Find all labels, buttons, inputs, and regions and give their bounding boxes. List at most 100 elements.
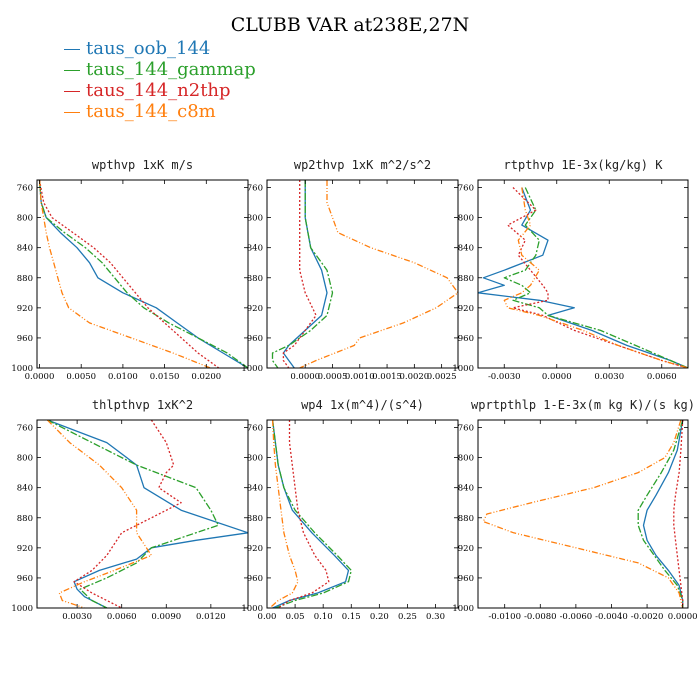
legend-entry: taus_144_gammap — [64, 59, 256, 80]
y-tick-label: 880 — [247, 514, 263, 524]
x-tick-label: 0.0025 — [427, 372, 457, 382]
y-tick-label: 840 — [17, 484, 33, 494]
series-line — [271, 420, 350, 608]
x-tick-label: 0.0000 — [542, 372, 572, 382]
y-tick-label: 920 — [17, 304, 33, 314]
chart-title: thlpthvp 1xK^2 — [92, 398, 193, 412]
series-line — [46, 420, 153, 608]
y-tick-label: 960 — [247, 334, 263, 344]
series-line — [673, 420, 684, 608]
y-tick-label: 800 — [17, 214, 33, 224]
legend-swatch — [64, 90, 80, 92]
y-tick-label: 800 — [247, 214, 263, 224]
legend-entry: taus_144_c8m — [64, 101, 256, 122]
legend-label: taus_144_n2thp — [86, 80, 231, 101]
series-line — [38, 180, 248, 368]
legend-swatch — [64, 48, 80, 50]
x-tick-label: 0.0100 — [108, 372, 138, 382]
series-line — [269, 420, 299, 608]
y-tick-label: 1000 — [11, 364, 33, 374]
series-line — [503, 187, 688, 368]
x-tick-label: 0.15 — [342, 612, 361, 622]
y-tick-label: 960 — [247, 574, 263, 584]
y-tick-label: 840 — [17, 244, 33, 254]
series-line — [478, 187, 688, 368]
legend-label: taus_144_gammap — [86, 59, 256, 80]
chart-panel: wprtpthlp 1-E-3x(m kg K)/(s kg) 760 800 840… — [452, 398, 697, 622]
series-line — [503, 187, 688, 368]
y-tick-label: 840 — [247, 484, 263, 494]
figure-title: CLUBB VAR at238E,27N — [230, 14, 470, 36]
y-tick-label: 920 — [247, 544, 263, 554]
legend-entry: taus_144_n2thp — [64, 80, 256, 101]
chart-panel: thlpthvp 1xK^2 760 800 840 880 920 960 1000 0.00… — [11, 398, 249, 622]
x-tick-label: 0.0060 — [107, 612, 137, 622]
y-tick-label: 760 — [17, 424, 33, 434]
x-tick-label: 0.0015 — [372, 372, 402, 382]
y-tick-label: 760 — [458, 424, 474, 434]
series-line — [277, 420, 330, 608]
plot-frame — [36, 419, 249, 609]
series-line — [271, 180, 334, 368]
chart-panel: rtpthvp 1E-3x(kg/kg) K 760 800 840 880 920 960… — [452, 158, 689, 382]
y-tick-label: 920 — [458, 544, 474, 554]
y-tick-label: 920 — [458, 304, 474, 314]
x-tick-label: 0.00 — [258, 612, 277, 622]
x-tick-label: 0.0000 — [668, 612, 698, 622]
x-tick-label: 0.05 — [286, 612, 305, 622]
legend-label: taus_144_c8m — [86, 101, 216, 122]
y-tick-label: 880 — [17, 514, 33, 524]
x-tick-label: 0.0000 — [25, 372, 55, 382]
series-line — [38, 180, 211, 368]
y-tick-label: 880 — [458, 274, 474, 284]
x-tick-label: -0.0060 — [560, 612, 593, 622]
series-line — [38, 180, 248, 368]
y-tick-label: 840 — [247, 244, 263, 254]
chart-title: wp2thvp 1xK m^2/s^2 — [294, 158, 431, 172]
series-line — [271, 420, 352, 608]
y-tick-label: 960 — [17, 334, 33, 344]
x-tick-label: 0.0005 — [318, 372, 348, 382]
x-tick-label: 0.0000 — [290, 372, 320, 382]
y-tick-label: 760 — [17, 184, 33, 194]
x-tick-label: 0.0030 — [594, 372, 624, 382]
series-line — [38, 180, 220, 368]
y-tick-label: 840 — [458, 244, 474, 254]
series-line — [637, 420, 684, 608]
y-tick-label: 760 — [458, 184, 474, 194]
x-tick-label: 0.30 — [426, 612, 445, 622]
legend: taus_oob_144 taus_144_gammap taus_144_n2… — [64, 38, 256, 122]
series-line — [299, 180, 458, 368]
plot-frame — [477, 419, 689, 609]
y-tick-label: 1000 — [452, 604, 474, 614]
series-line — [642, 420, 684, 608]
y-tick-label: 920 — [17, 544, 33, 554]
x-tick-label: -0.0020 — [631, 612, 664, 622]
y-tick-label: 960 — [17, 574, 33, 584]
x-tick-label: 0.0120 — [196, 612, 226, 622]
chart-panel: wpthvp 1xK m/s 760 800 840 880 920 960 10000.00… — [11, 158, 249, 382]
x-tick-label: 0.0200 — [191, 372, 221, 382]
x-tick-label: -0.0030 — [488, 372, 521, 382]
series-line — [47, 420, 219, 608]
plot-frame — [266, 179, 459, 369]
y-tick-label: 1000 — [11, 604, 33, 614]
y-tick-label: 880 — [17, 274, 33, 284]
x-tick-label: 0.25 — [398, 612, 417, 622]
x-tick-label: -0.0040 — [595, 612, 628, 622]
y-tick-label: 1000 — [241, 364, 263, 374]
chart-title: wpthvp 1xK m/s — [92, 158, 193, 172]
y-tick-label: 1000 — [241, 604, 263, 614]
y-tick-label: 800 — [458, 214, 474, 224]
x-tick-label: 0.0150 — [150, 372, 180, 382]
x-tick-label: 0.20 — [370, 612, 389, 622]
x-tick-label: 0.0020 — [399, 372, 429, 382]
series-line — [482, 420, 684, 608]
y-tick-label: 800 — [247, 454, 263, 464]
y-tick-label: 960 — [458, 574, 474, 584]
x-tick-label: 0.0010 — [345, 372, 375, 382]
y-tick-label: 760 — [247, 424, 263, 434]
legend-swatch — [64, 69, 80, 71]
